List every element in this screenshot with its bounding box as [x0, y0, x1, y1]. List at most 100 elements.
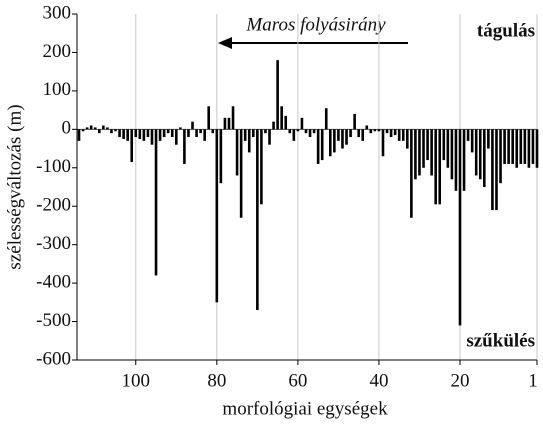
bar — [393, 129, 397, 136]
bar — [535, 129, 539, 168]
bar — [203, 129, 206, 141]
bar — [377, 129, 381, 132]
bar — [81, 129, 85, 132]
bar — [458, 129, 462, 326]
bar — [150, 129, 154, 145]
bar — [507, 129, 510, 164]
bar — [410, 129, 413, 218]
y-tick-label: -500 — [36, 310, 71, 331]
bar — [239, 129, 243, 218]
bar — [183, 129, 186, 164]
bar — [264, 129, 267, 134]
bar — [292, 129, 296, 141]
bar — [280, 106, 283, 130]
bar — [470, 129, 474, 153]
bar — [442, 129, 446, 161]
bar — [191, 121, 194, 130]
bar — [320, 129, 324, 161]
y-tick-label: -400 — [36, 271, 71, 292]
bar — [316, 129, 320, 164]
bar — [300, 117, 304, 130]
bar — [276, 60, 279, 130]
bar — [89, 125, 93, 130]
x-tick-label: 20 — [450, 370, 469, 391]
bar — [308, 129, 312, 138]
bar — [170, 129, 174, 138]
x-tick-label: 60 — [288, 370, 307, 391]
bar — [329, 129, 332, 157]
bar — [211, 129, 215, 134]
bar — [341, 129, 344, 149]
bar — [438, 129, 442, 205]
bar — [353, 113, 356, 130]
bar — [134, 129, 138, 138]
bar — [288, 129, 292, 134]
bar — [462, 129, 466, 191]
bar — [373, 129, 377, 132]
bar — [369, 129, 373, 134]
y-axis-label: szélességváltozás (m) — [4, 104, 25, 269]
bar — [243, 129, 247, 141]
bar — [397, 129, 401, 141]
y-tick-label: 0 — [62, 118, 72, 139]
bar — [158, 129, 162, 141]
x-tick-label: 40 — [369, 370, 388, 391]
bar — [219, 129, 223, 184]
bar — [106, 127, 109, 130]
bar — [406, 129, 409, 149]
bar — [296, 129, 300, 132]
bar — [511, 129, 514, 164]
bar — [146, 129, 150, 138]
bar — [97, 129, 101, 134]
direction-label: Maros folyásirány — [245, 14, 386, 35]
bar — [251, 129, 255, 138]
bar — [450, 129, 454, 180]
y-tick-label: -300 — [36, 233, 71, 254]
bar — [215, 129, 219, 303]
bar — [138, 129, 142, 139]
bar — [110, 129, 113, 134]
bar — [85, 127, 89, 130]
bar — [515, 129, 519, 168]
bar — [495, 129, 498, 211]
bar — [499, 129, 502, 184]
bar — [478, 129, 482, 180]
arrow-head — [218, 37, 232, 49]
x-tick-label: 1 — [528, 370, 538, 391]
bar — [446, 129, 450, 168]
bar — [345, 129, 348, 145]
y-tick-label: 300 — [43, 2, 72, 23]
bar — [483, 129, 486, 187]
bar — [422, 129, 425, 168]
bar — [231, 106, 235, 130]
bar — [503, 129, 506, 164]
bar — [195, 129, 198, 138]
bar — [126, 129, 129, 141]
bar — [77, 129, 81, 141]
bar — [357, 129, 360, 138]
bar — [365, 125, 369, 130]
bar — [434, 129, 437, 205]
bar — [304, 129, 308, 134]
bar — [491, 129, 494, 211]
bar — [454, 129, 458, 191]
bar — [174, 129, 178, 145]
bar — [531, 129, 535, 164]
bar — [199, 129, 202, 134]
bar — [312, 129, 316, 134]
bar — [256, 129, 259, 311]
bar — [389, 129, 393, 138]
bar — [162, 129, 166, 138]
bar — [272, 121, 275, 130]
bar — [361, 129, 365, 141]
bar — [166, 129, 170, 134]
x-tick-label: 100 — [122, 370, 151, 391]
y-tick-label: 200 — [43, 41, 72, 62]
y-tick-label: 100 — [43, 79, 72, 100]
bar — [349, 129, 352, 138]
bar — [523, 129, 527, 164]
bar — [260, 129, 263, 205]
bar — [466, 129, 470, 141]
bar — [207, 106, 211, 130]
